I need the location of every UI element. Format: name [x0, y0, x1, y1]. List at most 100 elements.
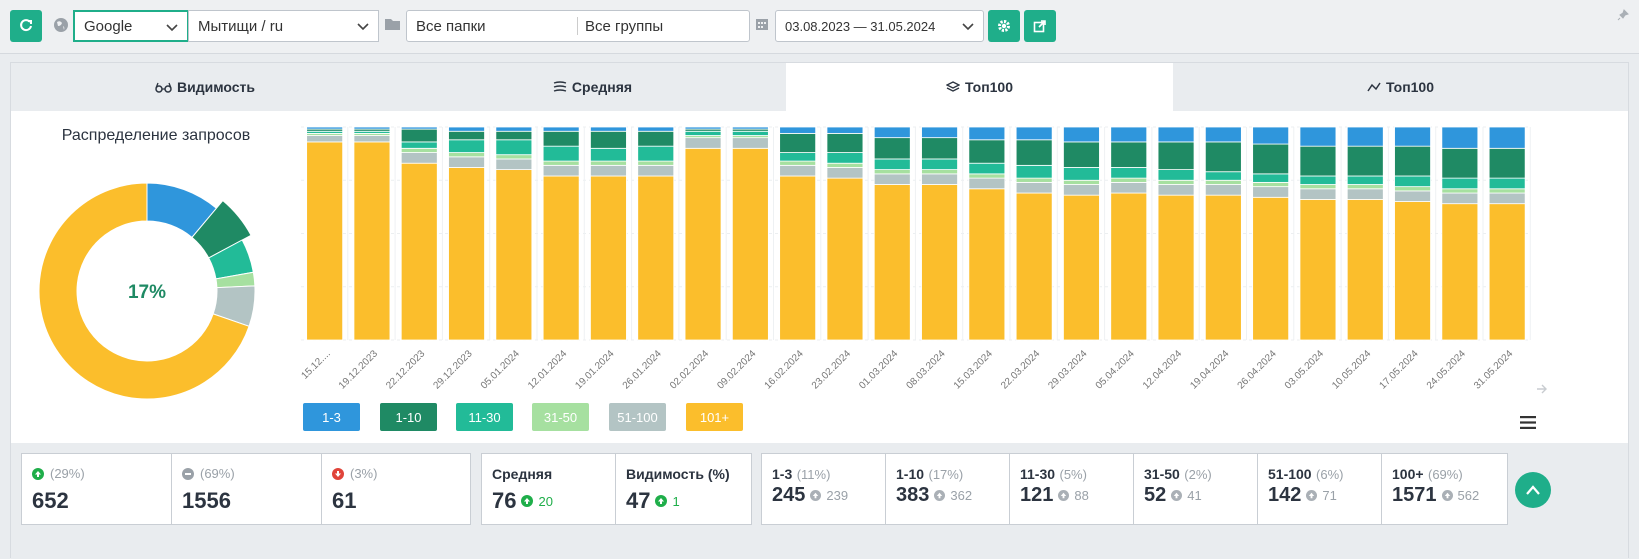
bar-segment-11-30[interactable]	[1346, 175, 1384, 185]
bar-segment-101+[interactable]	[353, 141, 391, 341]
bar-segment-1-10[interactable]	[1441, 147, 1479, 179]
bar-segment-51-100[interactable]	[1299, 188, 1337, 200]
bar-segment-11-30[interactable]	[1394, 175, 1431, 188]
bar-segment-11-30[interactable]	[1299, 175, 1337, 185]
bar-segment-101+[interactable]	[542, 175, 580, 341]
bar-segment-31-50[interactable]	[826, 162, 864, 168]
bar-segment-101+[interactable]	[1110, 192, 1148, 341]
bar-segment-1-10[interactable]	[400, 128, 438, 143]
bar-segment-1-3[interactable]	[731, 126, 769, 130]
bar-segment-1-3[interactable]	[1299, 126, 1337, 147]
bar-segment-11-30[interactable]	[826, 152, 864, 164]
bar-segment-11-30[interactable]	[1441, 177, 1479, 190]
bar-segment-51-100[interactable]	[400, 152, 438, 164]
legend-item-51-100[interactable]: 51-100	[609, 403, 666, 431]
legend-item-101+[interactable]: 101+	[686, 403, 743, 431]
bar-segment-51-100[interactable]	[448, 156, 485, 168]
bar-segment-1-3[interactable]	[353, 126, 391, 130]
bar-segment-101+[interactable]	[779, 175, 817, 341]
bar-segment-1-3[interactable]	[1441, 126, 1479, 149]
bar-segment-31-50[interactable]	[448, 152, 485, 158]
bar-segment-1-3[interactable]	[873, 126, 911, 139]
bar-segment-31-50[interactable]	[1204, 179, 1242, 185]
bar-segment-31-50[interactable]	[1299, 184, 1337, 190]
bar-segment-101+[interactable]	[873, 184, 911, 341]
bar-segment-101+[interactable]	[637, 175, 675, 341]
bar-segment-1-3[interactable]	[495, 126, 533, 132]
bar-segment-51-100[interactable]	[826, 167, 864, 179]
bar-segment-51-100[interactable]	[542, 164, 580, 177]
bar-segment-51-100[interactable]	[353, 135, 391, 143]
legend-item-31-50[interactable]: 31-50	[532, 403, 589, 431]
bar-segment-101+[interactable]	[684, 147, 722, 341]
tab-top100-distribution[interactable]: Топ100	[786, 63, 1173, 111]
bar-segment-51-100[interactable]	[968, 177, 1006, 190]
bar-segment-1-3[interactable]	[1252, 126, 1290, 145]
legend-item-11-30[interactable]: 11-30	[456, 403, 513, 431]
bar-segment-1-3[interactable]	[1346, 126, 1384, 147]
scroll-top-button[interactable]	[1515, 472, 1551, 508]
bar-segment-31-50[interactable]	[495, 154, 533, 160]
bar-segment-1-10[interactable]	[921, 137, 958, 160]
bar-segment-1-3[interactable]	[542, 126, 580, 132]
bar-segment-51-100[interactable]	[921, 173, 958, 185]
bar-segment-11-30[interactable]	[1252, 173, 1290, 183]
bar-segment-101+[interactable]	[400, 162, 438, 341]
bar-segment-11-30[interactable]	[684, 130, 722, 136]
bar-segment-1-10[interactable]	[779, 132, 817, 153]
bar-segment-51-100[interactable]	[731, 137, 769, 149]
folders-groups-select[interactable]: Все папки Все группы	[406, 10, 750, 42]
bar-segment-11-30[interactable]	[495, 139, 533, 156]
bar-segment-1-10[interactable]	[637, 130, 675, 147]
bar-segment-51-100[interactable]	[1157, 184, 1195, 196]
bar-segment-31-50[interactable]	[637, 160, 675, 166]
bar-segment-1-10[interactable]	[1110, 141, 1148, 168]
bar-segment-1-10[interactable]	[968, 139, 1006, 164]
bar-segment-31-50[interactable]	[590, 160, 627, 166]
bar-segment-11-30[interactable]	[448, 139, 485, 153]
bar-segment-51-100[interactable]	[873, 173, 911, 185]
engine-select[interactable]: Google	[73, 10, 189, 42]
bar-segment-101+[interactable]	[826, 177, 864, 341]
bar-segment-1-3[interactable]	[779, 126, 817, 134]
bar-segment-51-100[interactable]	[1252, 186, 1290, 198]
bar-segment-1-3[interactable]	[968, 126, 1006, 141]
bar-segment-1-10[interactable]	[495, 130, 533, 141]
settings-button[interactable]	[988, 10, 1020, 42]
bar-segment-101+[interactable]	[1394, 201, 1431, 341]
groups-value[interactable]: Все группы	[585, 17, 664, 35]
bar-segment-1-3[interactable]	[448, 126, 485, 132]
bar-segment-101+[interactable]	[306, 141, 344, 341]
bar-segment-1-3[interactable]	[684, 126, 722, 130]
bar-segment-31-50[interactable]	[1015, 177, 1053, 183]
bar-segment-1-3[interactable]	[590, 126, 627, 132]
bar-segment-1-10[interactable]	[1015, 139, 1053, 166]
donut-slice-101+[interactable]	[38, 182, 250, 400]
bar-segment-11-30[interactable]	[1204, 171, 1242, 181]
bar-segment-101+[interactable]	[495, 169, 533, 341]
bar-segment-51-100[interactable]	[1204, 184, 1242, 196]
legend-item-1-10[interactable]: 1-10	[380, 403, 437, 431]
bar-segment-101+[interactable]	[1252, 196, 1290, 341]
bar-segment-11-30[interactable]	[542, 145, 580, 162]
bar-segment-1-10[interactable]	[873, 137, 911, 160]
bar-segment-101+[interactable]	[1015, 192, 1053, 341]
bar-segment-101+[interactable]	[1488, 203, 1526, 341]
bar-segment-51-100[interactable]	[590, 164, 627, 177]
bar-segment-51-100[interactable]	[1441, 192, 1479, 205]
bar-segment-1-3[interactable]	[1394, 126, 1431, 147]
bar-segment-1-3[interactable]	[1063, 126, 1100, 143]
bar-segment-11-30[interactable]	[1110, 167, 1148, 179]
tab-visibility[interactable]: Видимость	[11, 63, 399, 111]
bar-segment-101+[interactable]	[1346, 199, 1384, 341]
bar-segment-31-50[interactable]	[1488, 188, 1526, 194]
bar-segment-1-10[interactable]	[1394, 145, 1431, 177]
bar-segment-11-30[interactable]	[1157, 169, 1195, 181]
scroll-right-icon[interactable]	[1536, 383, 1548, 395]
bar-segment-1-10[interactable]	[1299, 145, 1337, 177]
bar-segment-101+[interactable]	[1204, 194, 1242, 341]
bar-segment-31-50[interactable]	[1063, 179, 1100, 185]
bar-segment-1-3[interactable]	[637, 126, 675, 132]
bar-segment-101+[interactable]	[448, 167, 485, 341]
bar-segment-1-3[interactable]	[921, 126, 958, 139]
